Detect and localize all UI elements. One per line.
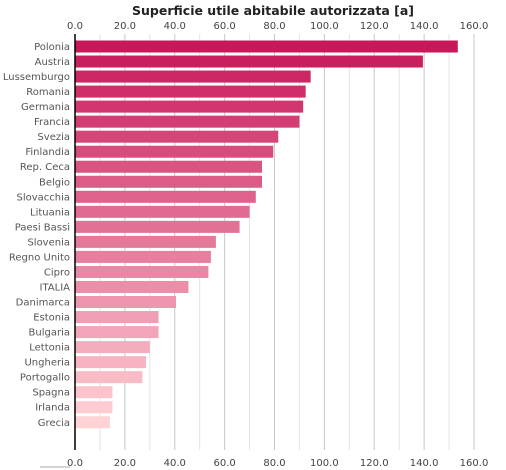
bar	[75, 130, 279, 143]
category-label: Svezia	[37, 132, 70, 143]
bar	[75, 280, 189, 293]
bar	[75, 386, 113, 399]
category-label: Belgio	[39, 177, 70, 188]
bar	[75, 341, 150, 354]
bar	[75, 356, 147, 369]
category-label: Portogallo	[20, 373, 70, 384]
x-tick-label-bottom: 60.0	[213, 458, 235, 469]
bar	[75, 190, 256, 203]
chart-title: Superficie utile abitabile autorizzata […	[132, 3, 414, 18]
x-tick-label-top: 120.0	[360, 21, 389, 32]
x-tick-label-bottom: 80.0	[263, 458, 285, 469]
x-tick-label-top: 20.0	[114, 21, 136, 32]
x-tick-label-bottom: 40.0	[164, 458, 186, 469]
bar	[75, 85, 306, 98]
bar	[75, 70, 311, 83]
category-label: Bulgaria	[29, 328, 70, 339]
category-label: Regno Unito	[9, 252, 70, 263]
bar	[75, 235, 216, 248]
category-label: Lettonia	[29, 343, 70, 354]
category-label: Lussemburgo	[3, 72, 70, 83]
x-tick-label-top: 140.0	[410, 21, 439, 32]
bar	[75, 40, 458, 53]
x-tick-label-bottom: 160.0	[460, 458, 489, 469]
category-label: Polonia	[34, 42, 70, 53]
bar	[75, 175, 263, 188]
category-label: Slovenia	[27, 237, 70, 248]
x-tick-label-bottom: 0.0	[67, 458, 83, 469]
category-label: Slovacchia	[16, 192, 70, 203]
bar	[75, 416, 110, 429]
x-tick-label-bottom: 100.0	[310, 458, 339, 469]
bar	[75, 265, 209, 278]
category-label: Romania	[26, 87, 70, 98]
x-tick-label-top: 160.0	[460, 21, 489, 32]
category-label: Danimarca	[16, 298, 70, 309]
x-tick-label-bottom: 120.0	[360, 458, 389, 469]
category-label: Spagna	[32, 388, 70, 399]
bar	[75, 220, 240, 233]
bar	[75, 100, 304, 113]
x-tick-label-top: 80.0	[263, 21, 285, 32]
category-labels: Polonia Austria Lussemburgo Romania Germania…	[3, 42, 70, 429]
bar	[75, 326, 159, 339]
x-tick-label-top: 60.0	[213, 21, 235, 32]
category-label: Grecia	[38, 418, 70, 429]
bar	[75, 371, 143, 384]
category-label: Cipro	[44, 267, 70, 278]
category-label: Lituania	[30, 207, 70, 218]
bar	[75, 145, 274, 158]
category-label: Irlanda	[35, 403, 70, 414]
bar	[75, 401, 113, 414]
x-tick-label-top: 0.0	[67, 21, 83, 32]
bar	[75, 205, 250, 218]
x-tick-label-bottom: 140.0	[410, 458, 439, 469]
bar	[75, 296, 176, 309]
category-label: Francia	[34, 117, 70, 128]
bar	[75, 250, 211, 263]
category-label: Ungheria	[24, 358, 70, 369]
bars	[75, 40, 458, 429]
x-tick-label-top: 100.0	[310, 21, 339, 32]
category-label: Paesi Bassi	[15, 222, 70, 233]
bar	[75, 55, 423, 68]
category-label: ITALIA	[40, 282, 71, 293]
x-tick-label-top: 40.0	[164, 21, 186, 32]
bottom-axis-ticks: 0.0 20.0 40.0 60.0 80.0 100.0 120.0 140.0 160.0	[67, 458, 488, 469]
bar	[75, 311, 159, 324]
top-axis-ticks: 0.0 20.0 40.0 60.0 80.0 100.0 120.0 140.0 160.0	[67, 21, 488, 32]
category-label: Rep. Ceca	[20, 162, 70, 173]
bar	[75, 160, 263, 173]
category-label: Germania	[21, 102, 70, 113]
bar	[75, 115, 300, 128]
category-label: Estonia	[33, 313, 70, 324]
x-tick-label-bottom: 20.0	[114, 458, 136, 469]
category-label: Austria	[35, 57, 70, 68]
category-label: Finlandia	[25, 147, 70, 158]
